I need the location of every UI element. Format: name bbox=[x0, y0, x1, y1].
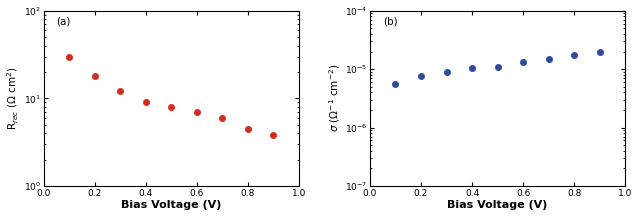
X-axis label: Bias Voltage (V): Bias Voltage (V) bbox=[121, 200, 221, 210]
X-axis label: Bias Voltage (V): Bias Voltage (V) bbox=[447, 200, 548, 210]
Y-axis label: $\sigma$ ($\Omega^{-1}$ cm$^{-2}$): $\sigma$ ($\Omega^{-1}$ cm$^{-2}$) bbox=[327, 64, 342, 132]
Text: (a): (a) bbox=[56, 16, 71, 26]
Text: (b): (b) bbox=[383, 16, 397, 26]
Y-axis label: R$_{rec}$ ($\Omega$ cm$^{2}$): R$_{rec}$ ($\Omega$ cm$^{2}$) bbox=[6, 67, 21, 130]
